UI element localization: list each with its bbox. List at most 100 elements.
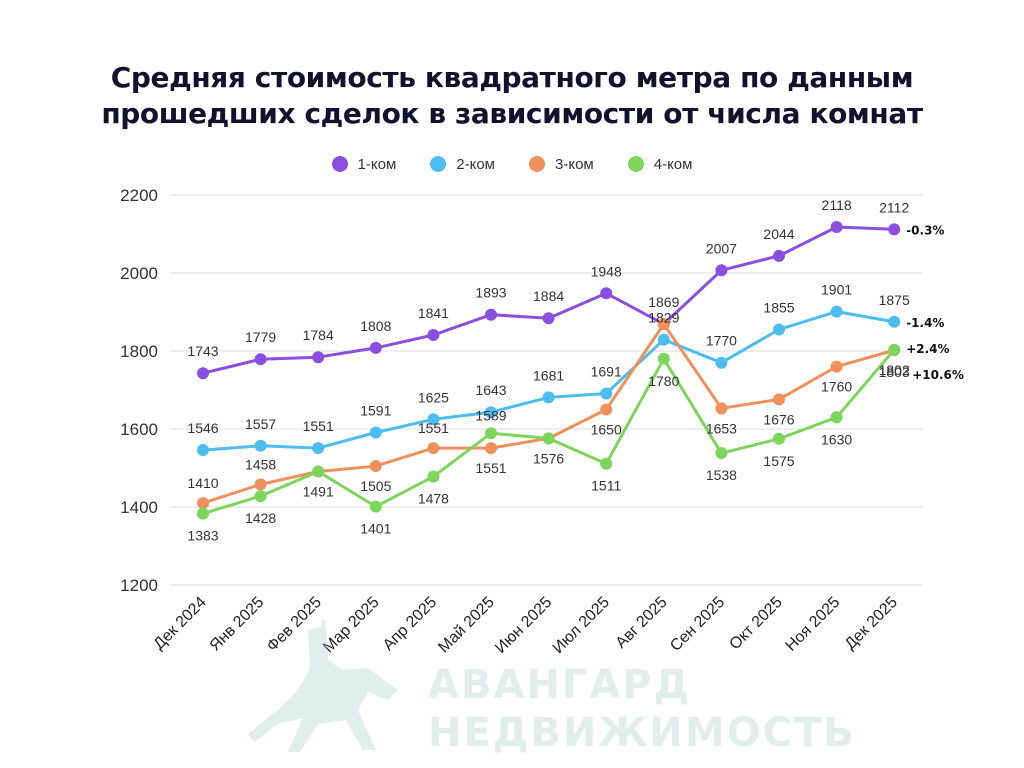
data-label: 1551 xyxy=(303,418,334,434)
data-point-s4 xyxy=(888,343,901,356)
data-label: 1784 xyxy=(303,327,334,343)
data-label: 1901 xyxy=(821,282,852,298)
legend-item-2: 2-ком xyxy=(430,156,495,173)
horse-rider-logo-icon xyxy=(248,620,398,752)
chart-title-line-1: Средняя стоимость квадратного метра по д… xyxy=(110,61,914,94)
data-label: 2007 xyxy=(706,240,737,256)
data-label: 1557 xyxy=(245,416,276,432)
data-point-s4 xyxy=(773,432,785,445)
data-point-s3 xyxy=(485,442,497,455)
data-point-s2 xyxy=(657,333,670,346)
data-point-s1 xyxy=(427,329,440,342)
chart-legend: 1-ком 2-ком 3-ком 4-ком xyxy=(0,150,1024,178)
data-point-s1 xyxy=(312,351,325,364)
data-label: 1643 xyxy=(475,382,506,398)
data-label: 1589 xyxy=(475,407,506,423)
data-label: 2118 xyxy=(822,197,852,213)
data-label: 1869 xyxy=(648,294,679,310)
data-label: 1458 xyxy=(245,456,276,472)
data-point-s2 xyxy=(830,305,843,318)
change-annotation-4: +10.6% xyxy=(912,368,964,382)
data-point-s2 xyxy=(485,406,497,419)
legend-marker-3 xyxy=(529,156,545,172)
data-point-s4 xyxy=(254,490,267,503)
data-point-s1 xyxy=(542,312,555,325)
data-point-s3 xyxy=(197,497,209,510)
data-point-s1 xyxy=(254,353,267,366)
watermark-line-2: НЕДВИЖИМОСТЬ xyxy=(428,710,856,756)
y-tick-label: 2200 xyxy=(120,186,158,205)
data-label: 1383 xyxy=(187,528,218,544)
data-point-s4 xyxy=(427,470,440,483)
data-point-s4 xyxy=(657,352,670,365)
change-annotation-3: +2.4% xyxy=(906,342,949,356)
data-point-s4 xyxy=(600,457,613,470)
data-point-s4 xyxy=(369,500,382,513)
data-label: 1551 xyxy=(418,420,449,436)
data-point-s1 xyxy=(369,341,382,354)
legend-item-1: 1-ком xyxy=(331,155,397,173)
data-label: 1511 xyxy=(591,478,621,494)
data-label: 1505 xyxy=(360,478,391,494)
data-point-s2 xyxy=(542,391,555,404)
data-point-s2 xyxy=(312,442,325,455)
legend-label-2: 2-ком xyxy=(456,155,495,173)
data-label: 1770 xyxy=(706,333,737,349)
x-tick-label: Дек 2024 xyxy=(151,594,210,653)
data-label: 1576 xyxy=(533,450,564,466)
data-label: 1808 xyxy=(360,318,391,334)
data-label: 1829 xyxy=(648,310,679,326)
data-label: 1491 xyxy=(303,484,334,500)
legend-item-4: 4-ком xyxy=(627,155,693,173)
data-point-s4 xyxy=(715,447,728,460)
data-label: 1546 xyxy=(187,420,218,436)
data-point-s3 xyxy=(715,402,728,415)
data-label: 1743 xyxy=(187,343,218,359)
data-label: 1591 xyxy=(360,403,391,419)
legend-marker-1 xyxy=(331,156,348,172)
data-point-s3 xyxy=(773,393,785,406)
data-point-s4 xyxy=(830,411,843,424)
data-point-s3 xyxy=(600,403,613,416)
data-point-s1 xyxy=(888,223,901,236)
legend-label-4: 4-ком xyxy=(653,155,693,173)
data-label: 1575 xyxy=(763,453,794,469)
data-label: 1893 xyxy=(475,285,506,301)
data-point-s1 xyxy=(715,264,728,277)
data-label: 1884 xyxy=(533,288,564,304)
data-label: 1551 xyxy=(475,460,506,476)
data-point-s3 xyxy=(254,478,267,491)
data-point-s3 xyxy=(427,442,440,455)
data-point-s3 xyxy=(830,360,843,373)
data-label: 2044 xyxy=(763,226,794,242)
data-point-s4 xyxy=(312,465,325,478)
legend-label-3: 3-ком xyxy=(555,155,594,173)
legend-marker-2 xyxy=(430,156,447,172)
data-label: 1780 xyxy=(648,373,679,389)
data-point-s2 xyxy=(715,356,728,369)
data-label: 1855 xyxy=(763,300,794,316)
y-tick-label: 1600 xyxy=(120,420,158,439)
data-label: 1410 xyxy=(187,475,218,491)
change-annotation-2: -1.4% xyxy=(906,316,944,330)
data-label: 1653 xyxy=(706,420,737,436)
data-label: 1779 xyxy=(245,329,276,345)
data-label: 1428 xyxy=(245,510,276,526)
data-point-s4 xyxy=(485,427,497,440)
data-label: 1401 xyxy=(360,521,391,537)
data-label: 1630 xyxy=(821,431,852,447)
data-point-s4 xyxy=(542,432,555,445)
change-annotation-1: -0.3% xyxy=(906,223,944,237)
data-point-s1 xyxy=(197,367,209,380)
data-point-s2 xyxy=(254,439,267,452)
legend-label-1: 1-ком xyxy=(357,155,397,173)
y-tick-label: 1800 xyxy=(120,342,158,361)
y-tick-label: 1400 xyxy=(120,498,158,517)
data-point-s3 xyxy=(657,318,670,331)
legend-marker-4 xyxy=(627,156,644,172)
data-point-s2 xyxy=(888,315,901,328)
data-label: 1681 xyxy=(533,367,564,383)
watermark-line-1: АВАНГАРД xyxy=(428,662,692,708)
data-label: 1676 xyxy=(763,411,794,427)
data-point-s4 xyxy=(197,507,209,520)
